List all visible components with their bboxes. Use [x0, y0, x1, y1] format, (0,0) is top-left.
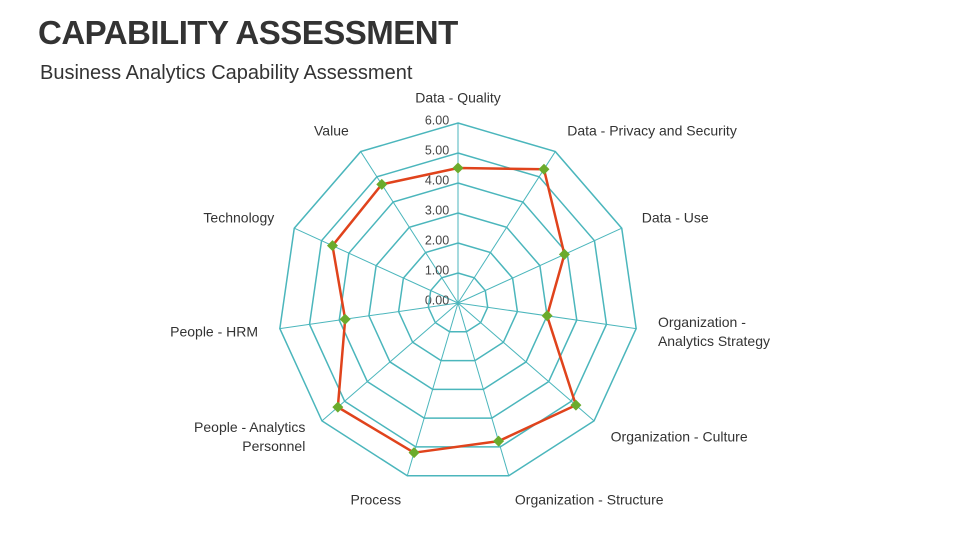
data-marker	[339, 313, 351, 325]
r-tick-label: 6.00	[425, 113, 449, 127]
page-title: CAPABILITY ASSESSMENT	[38, 14, 458, 51]
grid-ring	[427, 272, 489, 333]
category-label: Data - Privacy and Security	[567, 122, 737, 139]
category-label: Data - Quality	[415, 89, 501, 106]
grid-ring	[397, 242, 519, 362]
data-marker	[376, 178, 388, 190]
category-label: Process	[350, 491, 402, 508]
r-tick-label: 4.00	[425, 173, 449, 187]
data-marker	[408, 447, 420, 459]
data-marker	[541, 310, 553, 322]
data-marker	[326, 240, 338, 252]
category-label: Organization - Analytics Strategy	[657, 314, 770, 350]
data-marker	[493, 435, 505, 447]
data-marker	[538, 163, 550, 175]
r-tick-label: 2.00	[425, 233, 449, 247]
data-marker	[570, 399, 582, 411]
category-label: Organization - Culture	[610, 428, 748, 445]
grid-ring	[368, 212, 548, 391]
r-tick-label: 5.00	[425, 143, 449, 157]
category-label: Data - Use	[641, 209, 709, 226]
data-marker	[452, 162, 464, 174]
category-label: People - Analytics Personnel	[194, 419, 306, 455]
category-label: People - HRM	[170, 323, 259, 340]
grid-ring	[279, 122, 637, 477]
r-tick-label: 3.00	[425, 203, 449, 217]
category-label: Organization - Structure	[514, 491, 664, 508]
chart-title: Business Analytics Capability Assessment	[40, 62, 413, 84]
data-marker	[558, 248, 570, 260]
r-tick-label: 0.00	[425, 293, 449, 307]
data-line	[331, 166, 578, 454]
r-tick-label: 1.00	[425, 263, 449, 277]
grid-ring	[338, 182, 578, 419]
category-label: Technology	[203, 209, 275, 226]
category-label: Value	[314, 122, 349, 139]
data-marker	[332, 401, 344, 413]
